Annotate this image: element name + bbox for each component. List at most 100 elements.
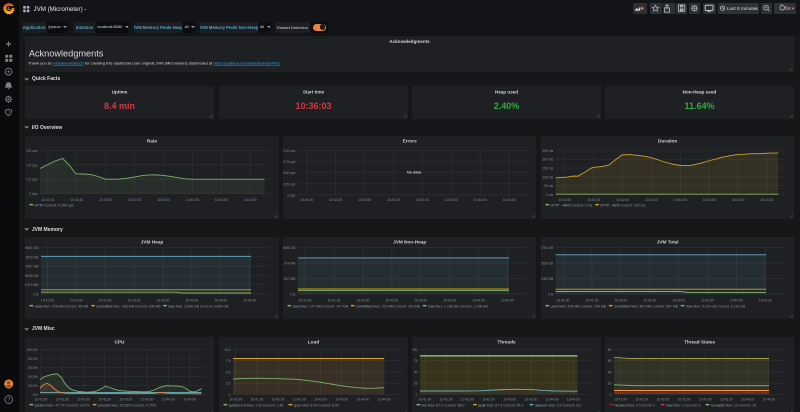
svg-text:0.25 ops: 0.25 ops: [283, 182, 296, 186]
svg-text:0.50 ops: 0.50 ops: [283, 171, 296, 175]
svg-text:10:44:30: 10:44:30: [759, 298, 772, 302]
svg-text:10:42:30: 10:42:30: [678, 398, 691, 402]
svg-text:Thank you to michael-weirauch: Thank you to michael-weirauch for creati…: [28, 60, 281, 65]
svg-text:JVM Total: JVM Total: [657, 240, 679, 245]
svg-text:10:42:00: 10:42:00: [99, 299, 112, 303]
svg-text:100: 100: [412, 348, 418, 352]
svg-text:10:43:00: 10:43:00: [414, 298, 427, 302]
svg-text:10:44:00: 10:44:00: [356, 398, 369, 402]
svg-text:80: 80: [608, 348, 612, 352]
svg-text:80.0%: 80.0%: [28, 357, 37, 361]
svg-text:10:43:30: 10:43:30: [524, 398, 537, 402]
svg-text:10:44:00: 10:44:00: [732, 198, 745, 202]
svg-text:0: 0: [229, 393, 231, 397]
svg-text:10:41:00: 10:41:00: [418, 398, 431, 402]
svg-text:0.2 ops: 0.2 ops: [27, 178, 38, 182]
svg-text:0 B: 0 B: [34, 293, 40, 297]
svg-text:10:43:00: 10:43:00: [503, 398, 516, 402]
svg-text:953.674 MB: 953.674 MB: [283, 262, 296, 266]
svg-text:10:43:30: 10:43:30: [186, 198, 199, 202]
svg-text:10:41:30: 10:41:30: [635, 398, 648, 402]
svg-text:150 ms: 150 ms: [542, 166, 553, 170]
svg-text:Errors: Errors: [403, 139, 417, 144]
svg-text:10:44:30: 10:44:30: [378, 398, 391, 402]
svg-text:10:43:00: 10:43:00: [674, 198, 687, 202]
svg-text:Duration: Duration: [658, 139, 677, 144]
svg-text:10:41:00: 10:41:00: [556, 298, 569, 302]
svg-text:10:41:00: 10:41:00: [558, 198, 571, 202]
svg-text:Threads: Threads: [497, 340, 516, 345]
svg-text:HTTP - MAX Current: 0 ms: HTTP - MAX Current: 0 ms: [550, 203, 592, 207]
svg-text:0: 0: [610, 393, 612, 397]
svg-text:60: 60: [608, 359, 612, 363]
svg-text:1.00 ops: 1.00 ops: [283, 149, 296, 153]
svg-text:100.0%: 100.0%: [26, 348, 37, 352]
svg-text:live Max: 87.0 Current: 86.0: live Max: 87.0 Current: 86.0: [422, 404, 465, 408]
svg-text:10:41:00: 10:41:00: [614, 398, 627, 402]
svg-text:50 ms: 50 ms: [544, 184, 553, 188]
svg-text:1.86265 GB: 1.86265 GB: [541, 277, 554, 281]
svg-text:10:41:30: 10:41:30: [56, 398, 69, 402]
svg-text:JVM (Micrometer) -: JVM (Micrometer) -: [34, 6, 87, 13]
svg-text:20: 20: [608, 382, 612, 386]
svg-text:10:42:00: 10:42:00: [614, 298, 627, 302]
svg-text:10.0: 10.0: [224, 348, 231, 352]
svg-text:0 B: 0 B: [291, 292, 297, 296]
svg-text:10:43:00: 10:43:00: [314, 398, 327, 402]
svg-text:10:44:00: 10:44:00: [214, 299, 227, 303]
svg-text:CPU: CPU: [115, 340, 126, 345]
svg-text:10:41:00: 10:41:00: [41, 198, 54, 202]
svg-text:?: ?: [7, 398, 10, 404]
svg-text:system Max: 47.7% Current: 9.0: system Max: 47.7% Current: 9.07%: [35, 404, 90, 408]
svg-text:5.0: 5.0: [226, 370, 231, 374]
svg-text:10:44:30: 10:44:30: [760, 198, 773, 202]
svg-text:committed Max: 436 MB Current:: committed Max: 436 MB Current: 436 MB: [96, 305, 161, 309]
svg-text:10:42:00: 10:42:00: [77, 398, 90, 402]
svg-text:10:43:30: 10:43:30: [445, 198, 458, 202]
svg-text:committed Max: 587 MB Current:: committed Max: 587 MB Current: 587 MB: [614, 304, 679, 308]
svg-text:10:42:00: 10:42:00: [616, 198, 629, 202]
svg-text:40.0%: 40.0%: [28, 375, 37, 379]
svg-text:10:42:30: 10:42:30: [98, 398, 111, 402]
svg-text:runnable Max: 10 Current: 10: runnable Max: 10 Current: 10: [711, 404, 757, 408]
svg-text:10:44:30: 10:44:30: [244, 198, 257, 202]
svg-text:2.5: 2.5: [226, 382, 231, 386]
svg-text:25: 25: [414, 382, 418, 386]
svg-text:max Max: 5.119 GB Current: 5.1: max Max: 5.119 GB Current: 5.119 GB: [686, 304, 746, 308]
svg-text:476.837 MB: 476.837 MB: [283, 277, 296, 281]
svg-text:Heap used: Heap used: [495, 90, 518, 95]
svg-text:peak Max: 87.0 Current: 87.0: peak Max: 87.0 Current: 87.0: [478, 404, 523, 408]
svg-text:10:36:03: 10:36:03: [295, 101, 331, 111]
svg-text:Last 5 minutes: Last 5 minutes: [727, 6, 759, 12]
svg-text:11.64%: 11.64%: [684, 101, 714, 111]
svg-text:10:42:30: 10:42:30: [643, 298, 656, 302]
svg-text:10:41:30: 10:41:30: [587, 198, 600, 202]
svg-text:10:41:30: 10:41:30: [70, 198, 83, 202]
svg-text:0.75 ops: 0.75 ops: [283, 160, 296, 164]
svg-text:10:43:30: 10:43:30: [141, 398, 154, 402]
svg-text:JVM Heap: JVM Heap: [141, 240, 164, 245]
svg-text:10:44:00: 10:44:00: [730, 298, 743, 302]
svg-text:max Max: 1.238 GB Current: 1.2: max Max: 1.238 GB Current: 1.238 GB: [428, 304, 489, 308]
svg-text:0 B: 0 B: [548, 292, 554, 296]
svg-text:200 ms: 200 ms: [542, 158, 553, 162]
svg-text:0.6 ops: 0.6 ops: [27, 149, 38, 153]
svg-text:Rate: Rate: [147, 139, 158, 144]
svg-text:10:42:30: 10:42:30: [645, 198, 658, 202]
svg-text:10:44:00: 10:44:00: [162, 398, 175, 402]
svg-text:60.0%: 60.0%: [28, 366, 37, 370]
svg-text:10:42:30: 10:42:30: [293, 398, 306, 402]
svg-text:10:43:00: 10:43:00: [157, 198, 170, 202]
svg-text:Non-Heap used: Non-Heap used: [683, 90, 717, 95]
svg-text:10:41:00: 10:41:00: [299, 298, 312, 302]
svg-text:10:42:00: 10:42:00: [358, 198, 371, 202]
svg-text:Thread States: Thread States: [684, 340, 715, 345]
svg-text:10:42:00: 10:42:00: [656, 398, 669, 402]
svg-text:10:41:00: 10:41:00: [301, 198, 314, 202]
svg-text:daemon Max: 9.0 Current: 8.0: daemon Max: 9.0 Current: 8.0: [535, 404, 582, 408]
svg-text:10:44:30: 10:44:30: [183, 398, 196, 402]
svg-text:HTTP Current: 0.200 ops: HTTP Current: 0.200 ops: [35, 204, 74, 208]
svg-text:250 ms: 250 ms: [542, 149, 553, 153]
svg-text:Start time: Start time: [303, 90, 325, 95]
svg-text:10:42:30: 10:42:30: [128, 198, 141, 202]
